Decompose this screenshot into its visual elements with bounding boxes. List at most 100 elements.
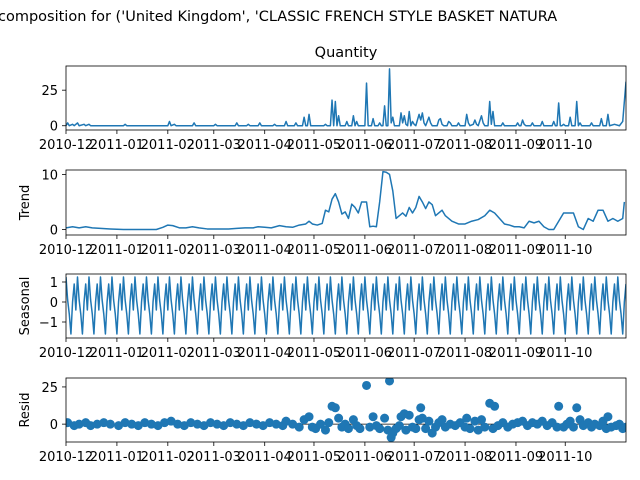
figure-title: composition for ('United Kingdom', 'CLAS…: [0, 9, 557, 25]
y-tick-label: −1: [39, 316, 58, 331]
y-tick-label: 10: [41, 168, 58, 183]
series-line: [66, 276, 626, 335]
y-tick-label: 0: [50, 296, 58, 311]
resid-point: [480, 422, 490, 432]
resid-point: [330, 403, 340, 413]
x-tick-label: 2011-01: [90, 138, 144, 153]
x-tick-label: 2011-10: [538, 346, 592, 361]
resid-point: [476, 415, 486, 425]
resid-point: [380, 413, 390, 423]
x-tick-label: 2011-09: [489, 243, 543, 258]
x-tick-label: 2010-12: [39, 450, 93, 465]
x-tick-label: 2011-04: [238, 138, 292, 153]
axes-frame: [65, 65, 627, 131]
resid-point: [421, 424, 431, 434]
resid-point: [554, 401, 564, 411]
x-tick-label: 2011-04: [238, 346, 292, 361]
resid-point: [320, 425, 330, 435]
y-tick-label: 0: [50, 223, 58, 238]
subplot-title: Quantity: [315, 45, 378, 61]
axes-frame: [65, 377, 627, 443]
resid-point: [465, 424, 475, 434]
y-axis-label: Trend: [18, 185, 33, 222]
resid-point: [437, 415, 447, 425]
subplot-2: 0102010-122011-012011-022011-032011-0420…: [18, 168, 627, 258]
resid-point: [411, 424, 421, 434]
x-tick-label: 2011-03: [187, 138, 241, 153]
x-tick-label: 2011-08: [438, 138, 492, 153]
x-tick-label: 2011-10: [538, 243, 592, 258]
resid-point: [621, 422, 626, 432]
x-tick-label: 2011-08: [438, 243, 492, 258]
resid-point: [572, 403, 582, 413]
x-tick-label: 2011-09: [489, 450, 543, 465]
x-tick-label: 2011-05: [287, 138, 341, 153]
resid-point: [568, 422, 578, 432]
x-tick-label: 2011-04: [238, 450, 292, 465]
x-tick-label: 2011-08: [438, 450, 492, 465]
resid-point: [462, 413, 472, 423]
x-tick-label: 2011-03: [187, 450, 241, 465]
x-tick-label: 2011-09: [489, 346, 543, 361]
resid-point: [424, 416, 434, 426]
x-tick-label: 2010-12: [39, 138, 93, 153]
subplot-3: −1012010-122011-012011-022011-032011-042…: [18, 273, 627, 361]
x-tick-label: 2011-07: [387, 450, 441, 465]
axes-frame: [65, 273, 627, 339]
x-tick-label: 2011-02: [141, 138, 195, 153]
x-tick-label: 2011-07: [387, 138, 441, 153]
x-tick-label: 2011-05: [287, 346, 341, 361]
x-tick-label: 2011-06: [338, 138, 392, 153]
x-tick-label: 2010-12: [39, 346, 93, 361]
x-tick-label: 2011-01: [90, 450, 144, 465]
x-tick-label: 2011-06: [338, 346, 392, 361]
resid-point: [603, 412, 613, 422]
y-axis-label: Resid: [18, 392, 33, 427]
resid-point: [105, 419, 115, 429]
resid-point: [368, 412, 378, 422]
y-tick-label: 1: [50, 276, 58, 291]
x-tick-label: 2011-02: [141, 243, 195, 258]
x-tick-label: 2011-02: [141, 450, 195, 465]
x-tick-label: 2010-12: [39, 243, 93, 258]
x-tick-label: 2011-06: [338, 243, 392, 258]
y-tick-label: 25: [41, 381, 58, 396]
y-tick-label: 0: [50, 120, 58, 135]
x-tick-label: 2011-08: [438, 346, 492, 361]
subplot-1: 0252010-122011-012011-022011-032011-0420…: [39, 45, 627, 153]
axes-frame: [65, 169, 627, 236]
x-tick-label: 2011-10: [538, 138, 592, 153]
resid-point: [343, 424, 353, 434]
resid-point: [355, 424, 365, 434]
y-tick-label: 25: [41, 84, 58, 99]
resid-point: [490, 401, 500, 411]
resid-point: [394, 421, 404, 431]
resid-point: [304, 412, 314, 422]
resid-point: [334, 413, 344, 423]
x-tick-label: 2011-01: [90, 346, 144, 361]
x-tick-label: 2011-03: [187, 243, 241, 258]
resid-point: [385, 378, 395, 386]
x-tick-label: 2011-04: [238, 243, 292, 258]
x-tick-label: 2011-05: [287, 450, 341, 465]
series-line: [66, 170, 626, 231]
x-tick-label: 2011-07: [387, 243, 441, 258]
y-axis-label: Seasonal: [18, 277, 33, 336]
resid-point: [362, 380, 372, 390]
resid-point: [552, 422, 562, 432]
x-tick-label: 2011-02: [141, 346, 195, 361]
resid-point: [375, 424, 385, 434]
resid-point: [324, 418, 334, 428]
x-tick-label: 2011-06: [338, 450, 392, 465]
x-tick-label: 2011-10: [538, 450, 592, 465]
x-tick-label: 2011-07: [387, 346, 441, 361]
y-tick-label: 0: [50, 418, 58, 433]
x-tick-label: 2011-05: [287, 243, 341, 258]
series-line: [66, 68, 626, 127]
resid-point: [294, 422, 304, 432]
x-tick-label: 2011-09: [489, 138, 543, 153]
x-tick-label: 2011-01: [90, 243, 144, 258]
resid-point: [416, 403, 426, 413]
resid-point: [404, 410, 414, 420]
